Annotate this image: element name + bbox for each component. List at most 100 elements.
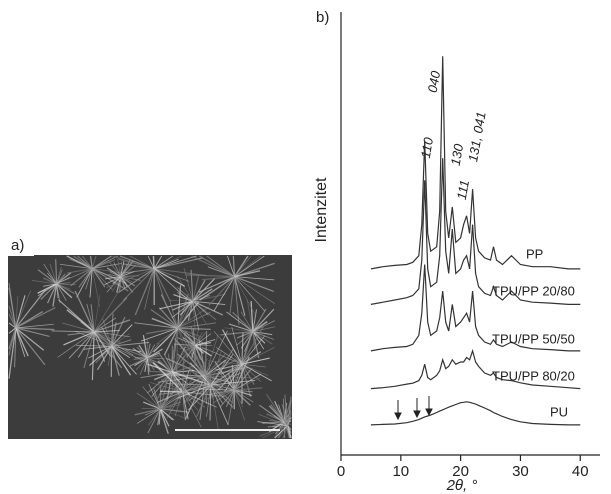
crystal-fibril xyxy=(93,297,128,333)
crystal-fibril xyxy=(77,331,95,358)
crystal-fibril xyxy=(194,331,208,346)
label-box xyxy=(8,236,34,256)
crystal-fibril xyxy=(89,255,93,269)
arrow-head xyxy=(394,412,402,421)
crystal-fibril xyxy=(284,394,289,426)
crystal-fibril xyxy=(172,300,194,311)
crystal-fibril xyxy=(233,358,239,391)
crystal-fibril xyxy=(244,331,254,359)
crystal-fibril xyxy=(66,268,93,274)
crystal-fibril xyxy=(152,387,161,410)
crystal-fibril xyxy=(234,276,256,315)
crystal-fibril xyxy=(120,268,155,274)
crystal-fibril xyxy=(236,331,254,346)
crystal-fibril xyxy=(15,327,46,366)
crystal-fibril xyxy=(241,351,262,365)
crystal-fibril xyxy=(147,408,161,434)
crystal-fibril xyxy=(152,255,155,269)
crystal-fibril xyxy=(177,336,196,346)
crystal-fibril xyxy=(138,344,148,359)
crystal-fibril xyxy=(220,330,253,336)
crystal-fibril xyxy=(287,425,290,439)
crystal-fibril xyxy=(166,383,211,386)
crystal-fibril xyxy=(191,255,235,278)
crystal-fibril xyxy=(8,283,17,328)
crystal-fibril xyxy=(169,384,211,390)
crystal-fibril xyxy=(42,277,57,285)
crystal-fibril xyxy=(15,307,56,329)
crystal-fibril xyxy=(265,393,289,426)
crystal-fibril xyxy=(91,331,95,381)
crystal-fibril xyxy=(111,345,148,363)
crystal-fibril xyxy=(252,331,266,344)
crystal-fibril xyxy=(225,389,235,407)
crystal-fibril xyxy=(204,334,219,376)
crystal-fibril xyxy=(234,276,274,292)
crystal-fibril xyxy=(108,273,121,278)
crystal-fibril xyxy=(171,346,186,373)
crystal-fibril xyxy=(192,293,226,302)
crystal-fibril xyxy=(147,255,155,269)
crystal-fibril xyxy=(241,326,264,365)
crystal-fibril xyxy=(154,371,173,381)
crystal-fibril xyxy=(194,345,201,360)
crystal-fibril xyxy=(233,367,253,391)
crystal-fibril xyxy=(164,354,183,392)
crystal-fibril xyxy=(209,385,212,421)
crystal-fibril xyxy=(47,283,58,304)
crystal-fibril xyxy=(182,356,198,392)
crystal-fibril xyxy=(231,326,243,365)
crystal-fibril xyxy=(147,355,160,359)
crystal-fibril xyxy=(234,389,253,397)
crystal-fibril xyxy=(210,385,229,425)
crystal-fibril xyxy=(192,301,207,324)
crystal-fibril xyxy=(145,327,178,335)
crystal-fibril xyxy=(77,255,93,269)
crystal-fibril xyxy=(194,330,199,346)
crystal-fibril xyxy=(190,344,212,386)
crystal-fibril xyxy=(93,319,131,333)
crystal-fibril xyxy=(83,345,112,350)
crystal-fibril xyxy=(57,268,93,284)
xrd-trace xyxy=(370,348,581,390)
peak-label: 131, 041 xyxy=(465,111,489,163)
crystal-fibril xyxy=(163,327,179,356)
crystal-fibril xyxy=(192,279,206,302)
crystal-fibril xyxy=(104,276,121,280)
crystal-fibril xyxy=(252,326,276,332)
crystal-fibril xyxy=(233,389,251,406)
series-label: TPU/PP 20/80 xyxy=(492,283,575,298)
crystal-fibril xyxy=(146,370,173,374)
crystal-fibril xyxy=(153,255,174,270)
crystal-fibril xyxy=(15,327,45,351)
crystal-fibril xyxy=(153,255,163,270)
crystal-fibril xyxy=(156,391,183,404)
x-tick-label: 30 xyxy=(512,463,529,480)
crystal-fibril xyxy=(189,345,196,360)
crystal-fibril xyxy=(56,283,75,295)
crystal-fibril xyxy=(177,327,211,331)
crystal-fibril xyxy=(129,357,148,367)
crystal-fibril xyxy=(56,272,72,285)
crystal-fibril xyxy=(171,300,194,318)
crystal-fibril xyxy=(56,269,63,284)
crystal-fibril xyxy=(189,362,212,386)
crystal-fibril xyxy=(151,317,179,329)
crystal-fibril xyxy=(182,358,208,393)
crystal-fibril xyxy=(227,390,235,426)
crystal-fibril xyxy=(8,327,17,334)
crystal-fibril xyxy=(192,301,196,331)
crystal-fibril xyxy=(111,313,114,347)
peak-label: 040 xyxy=(425,69,444,94)
crystal-fibril xyxy=(14,327,17,368)
crystal-fibril xyxy=(241,332,244,365)
crystal-fibril xyxy=(142,401,161,410)
crystal-fibril xyxy=(205,359,226,377)
crystal-fibril xyxy=(210,348,234,386)
crystal-fibril xyxy=(59,263,93,269)
crystal-fibril xyxy=(233,356,250,391)
crystal-fibril xyxy=(153,258,179,270)
arrow-head xyxy=(425,408,433,417)
crystal-fibril xyxy=(176,384,211,399)
crystal-fibril xyxy=(201,356,212,386)
